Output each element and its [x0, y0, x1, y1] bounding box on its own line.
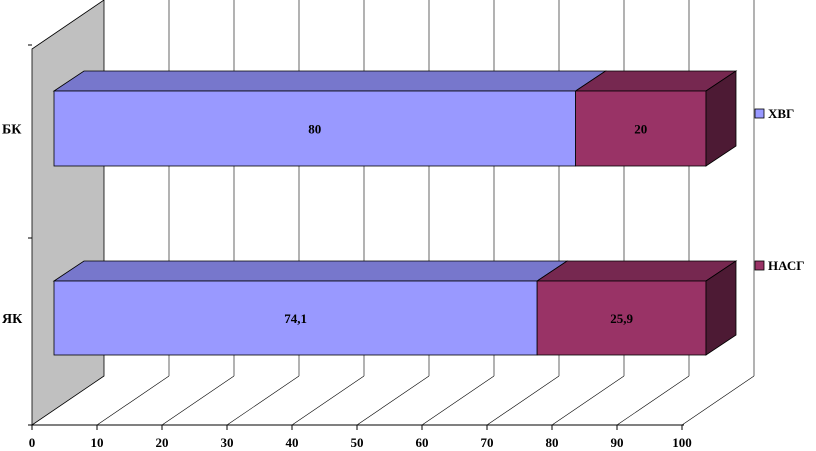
category-label: БК [2, 123, 22, 138]
legend-label: НАСГ [768, 258, 805, 273]
data-label: 74,1 [284, 311, 307, 326]
bar-side-ЯК [705, 260, 737, 356]
chart-wall [31, 0, 105, 426]
x-tick-label: 90 [611, 435, 624, 450]
legend-label: ХВГ [768, 106, 794, 121]
legend-swatch [754, 260, 765, 271]
data-label: 25,9 [610, 311, 633, 326]
bar-ХВГ-ЯК [53, 280, 538, 356]
floor-gridline [551, 375, 625, 426]
bar-top-ХВГ [52, 70, 607, 92]
data-label: 80 [308, 122, 321, 137]
floor-gridline [291, 375, 365, 426]
floor-gridline [356, 375, 430, 426]
floor-gridline [486, 375, 560, 426]
bar-top-ХВГ [52, 260, 569, 282]
x-tick-label: 70 [481, 435, 494, 450]
floor-gridline [161, 375, 235, 426]
floor-gridline [421, 375, 495, 426]
floor-gridline [96, 375, 170, 426]
category-label: ЯК [2, 312, 23, 327]
bar-side-БК [705, 70, 737, 167]
x-tick-label: 10 [91, 435, 104, 450]
floor-gridline [616, 375, 690, 426]
x-tick-label: 0 [29, 435, 36, 450]
x-tick-label: 30 [221, 435, 234, 450]
bar-ХВГ-БК [53, 90, 576, 167]
bar-top-НАСГ [535, 260, 738, 282]
floor-gridline [681, 375, 755, 426]
data-label: 20 [634, 122, 647, 137]
x-tick-label: 50 [351, 435, 364, 450]
floor-gridline [226, 375, 300, 426]
legend-swatch [754, 108, 765, 119]
bar-НАСГ-БК [575, 90, 707, 167]
x-tick-label: 20 [156, 435, 169, 450]
x-tick-label: 100 [672, 435, 692, 450]
x-tick-label: 80 [546, 435, 559, 450]
x-tick-label: 40 [286, 435, 299, 450]
x-tick-label: 60 [416, 435, 429, 450]
